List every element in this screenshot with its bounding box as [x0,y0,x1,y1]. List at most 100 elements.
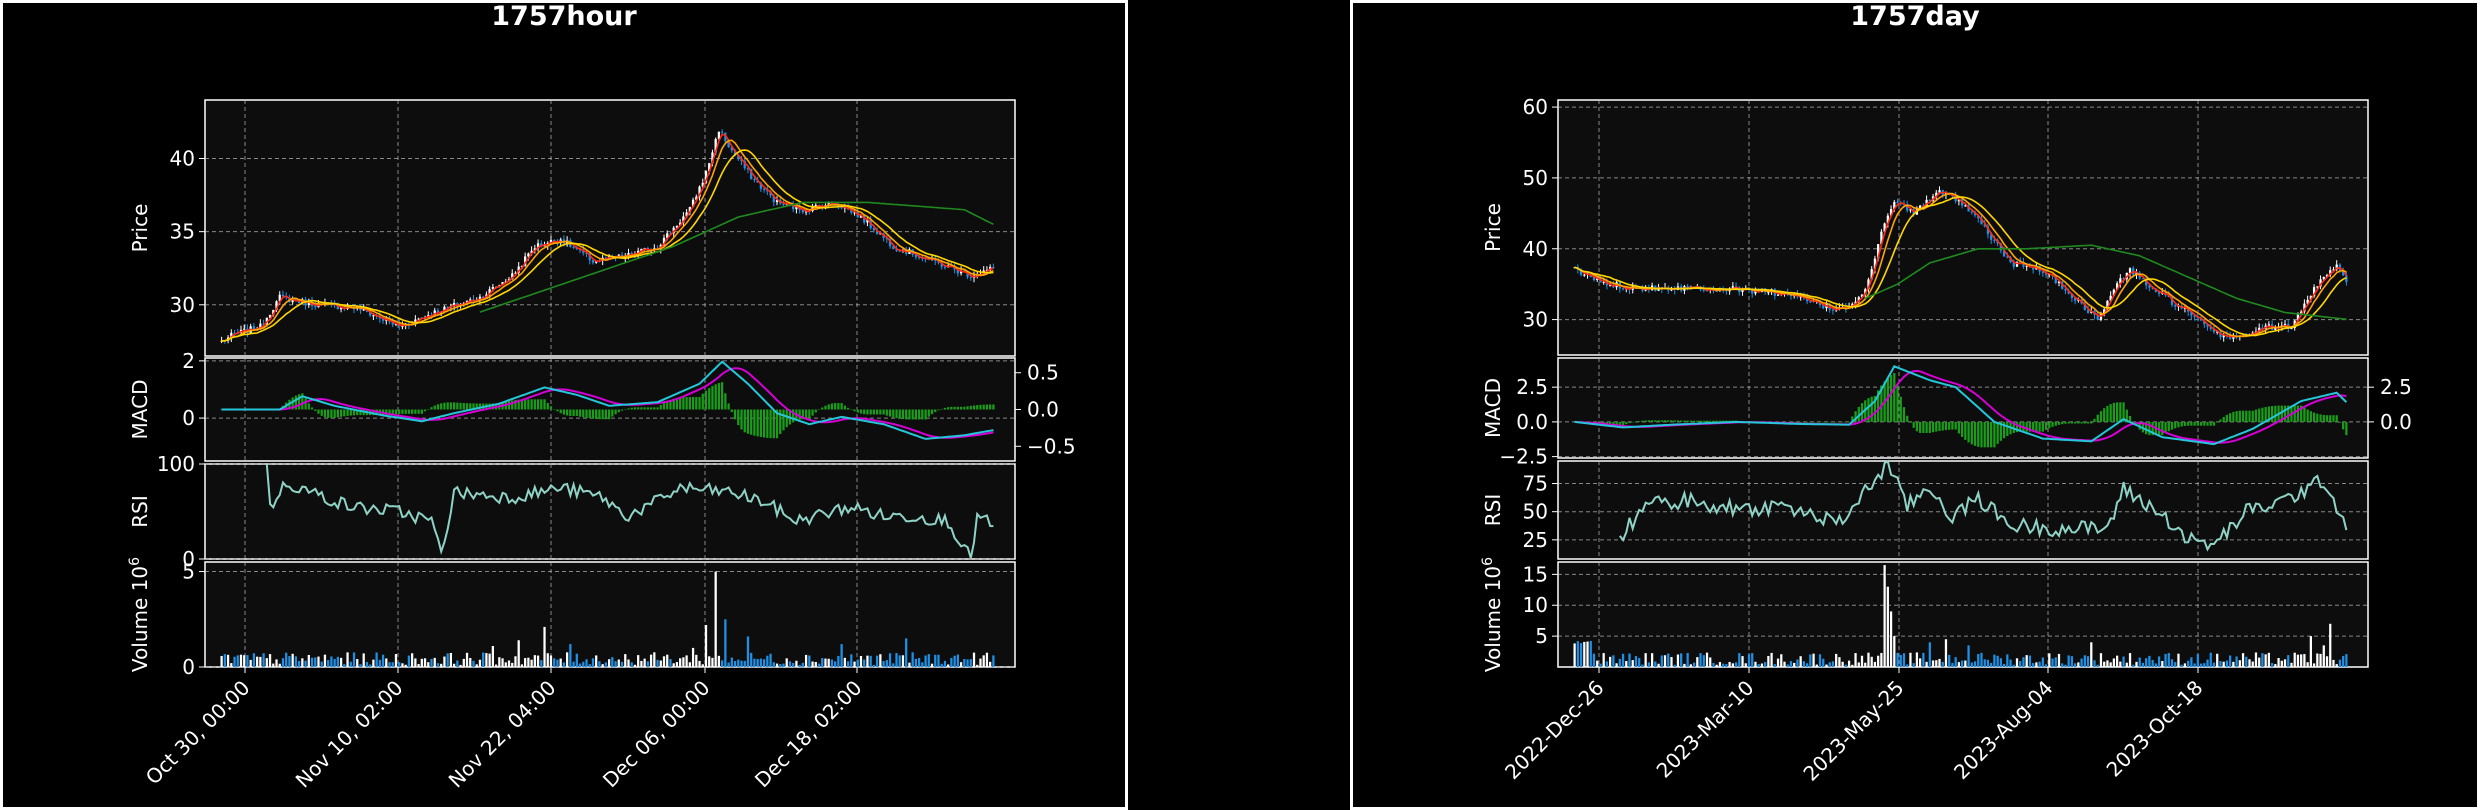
candle-body [801,209,804,213]
volume-bar [762,659,766,667]
macd-histogram-bar [669,399,672,410]
candle-body [885,237,888,240]
candle-body [307,301,310,306]
candle-body [478,296,482,301]
macd-histogram-bar [414,409,417,414]
volume-bar [924,655,927,667]
volume-bar [2044,664,2048,667]
macd-histogram-bar [959,406,963,410]
macd-histogram-bar [846,407,850,410]
macd-histogram-bar [1625,421,1628,425]
macd-histogram-bar [372,409,375,416]
rsi-tick-label: 100 [157,452,195,476]
candle-body [737,155,740,160]
macd-histogram-bar [304,398,307,410]
volume-bar [956,654,959,667]
volume-bar [1686,652,1689,667]
candle [782,200,785,207]
volume-bar [1844,664,1847,667]
volume-tick-label: 10 [1523,593,1548,617]
volume-bar [1621,653,1625,667]
macd-tick-label: 0 [182,406,195,430]
candle-body [1592,276,1596,281]
candle-body [1938,190,1941,193]
macd-histogram-bar [543,399,546,410]
volume-bar [811,661,814,667]
volume-bar [1663,655,1667,667]
volume-bar [1796,659,1799,667]
volume-bar [2167,653,2170,667]
volume-bar [249,659,252,667]
macd-histogram-bar [753,409,756,436]
candle [1867,277,1870,293]
macd-histogram-bar [982,404,985,410]
candle-body [1880,231,1883,245]
volume-bar [449,652,453,667]
volume-bar [1815,664,1818,667]
volume-bar [2222,661,2225,667]
macd-histogram-bar [478,403,482,410]
candle-body [772,195,775,203]
volume-bar [1728,661,1731,667]
macd-histogram-bar [1673,420,1676,422]
candle-body [2322,276,2325,280]
candle-body [585,252,588,254]
rsi-tick-label: 50 [1523,500,1548,524]
macd-histogram-bar [427,409,430,410]
macd-histogram-bar [556,409,559,412]
price-tick-label: 60 [1523,95,1548,119]
macd-histogram-bar [330,409,333,418]
volume-bar [2099,653,2103,667]
volume-bar [527,657,530,667]
macd-histogram-bar [743,409,746,433]
volume-bar [504,662,507,667]
macd-histogram-bar [966,406,969,410]
macd-histogram-bar [452,402,456,410]
volume-bar [2216,653,2219,667]
candle-body [721,131,724,133]
volume-bar [911,652,914,667]
macd-histogram-bar [888,409,892,417]
volume-bar [743,660,746,667]
macd-histogram-bar [394,409,398,415]
volume-bar [611,657,614,667]
volume-bar [336,656,339,667]
macd-histogram-bar [465,403,469,410]
macd-histogram-bar [685,397,688,410]
macd-histogram-bar [297,394,301,410]
volume-bar [905,638,908,667]
volume-bar [2161,660,2164,667]
volume-bar [601,664,604,667]
macd-histogram-bar [1954,421,1957,430]
macd-histogram-bar [1654,420,1657,422]
macd-histogram-bar [2322,414,2325,422]
macd-histogram-bar [950,406,953,410]
volume-bar [465,652,469,667]
volume-bar [475,664,478,667]
volume-bar [1857,662,1860,667]
macd-histogram-bar [533,399,536,410]
macd-histogram-bar [1831,421,1835,423]
macd-histogram-bar [640,407,643,410]
candle [2141,278,2145,280]
macd-histogram-bar [601,409,604,420]
volume-bar [2225,660,2229,667]
macd-histogram-bar [2196,421,2199,426]
volume-bar [814,661,817,667]
candle-body [2145,278,2148,286]
volume-bar [627,659,630,667]
candle-body [1909,209,1912,211]
candle [2319,275,2322,290]
volume-bar [488,653,491,667]
candle-body [372,315,375,317]
volume-bar [866,655,869,667]
volume-bar [1609,656,1612,667]
volume-bar [704,625,708,667]
macd-histogram-bar [1683,420,1686,422]
candle-body [2193,315,2196,317]
macd-histogram-bar [2345,421,2348,436]
volume-bar [1631,660,1634,667]
macd-histogram-bar [520,399,524,410]
rsi-tick-label: 75 [1523,472,1548,496]
macd-axis-label: MACD [1481,378,1505,438]
